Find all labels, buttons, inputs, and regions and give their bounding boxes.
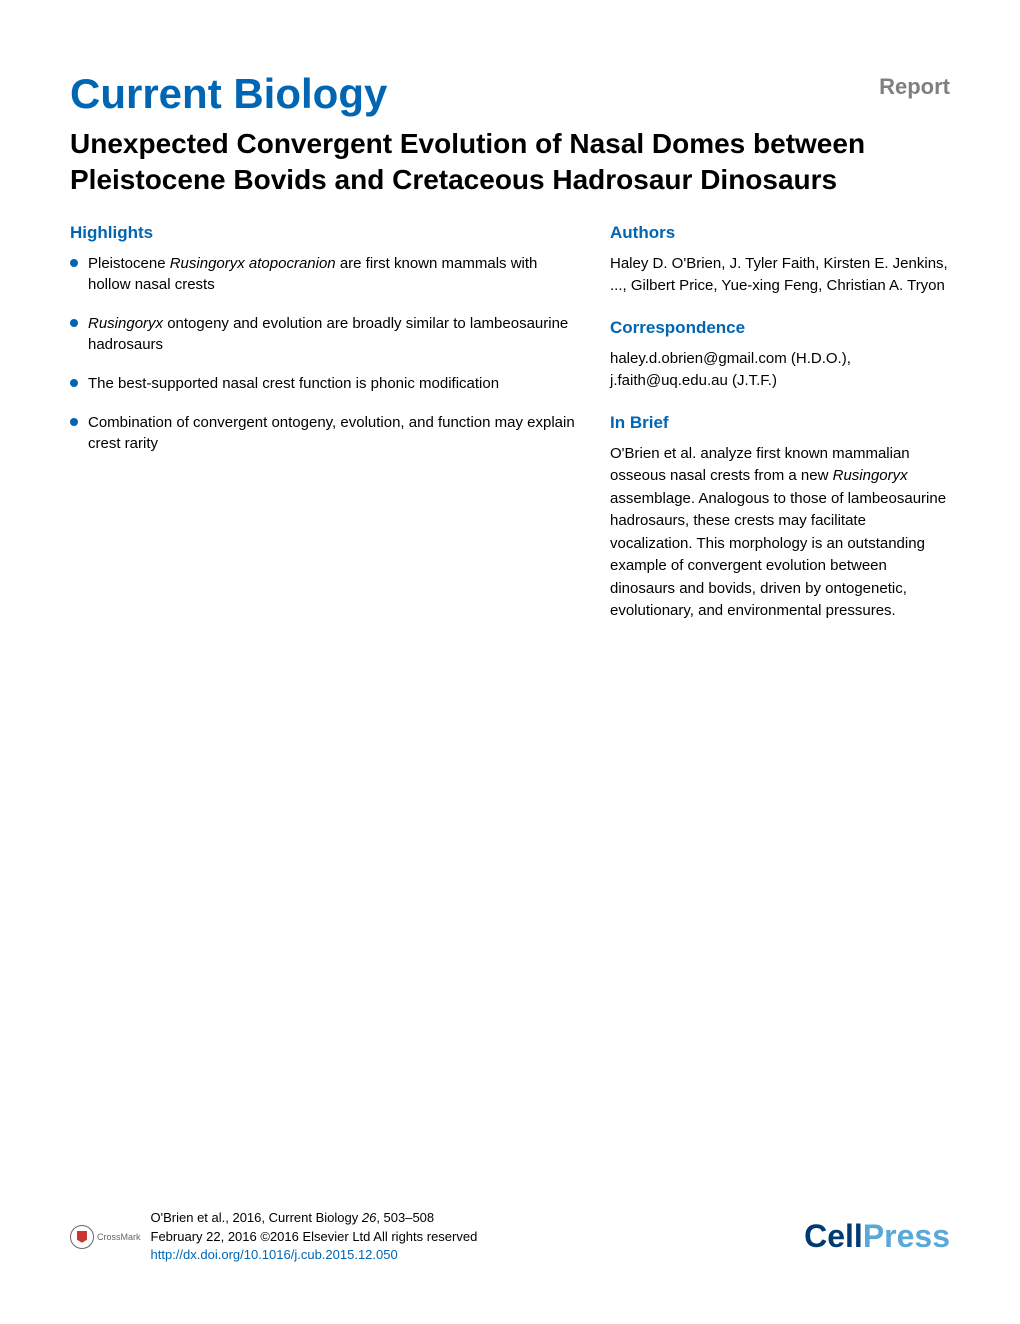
- crossmark-badge[interactable]: CrossMark: [70, 1225, 141, 1249]
- highlight-text-pre: Combination of convergent ontogeny, evol…: [88, 414, 575, 452]
- logo-cell: Cell: [804, 1218, 863, 1254]
- journal-name: Current Biology: [70, 70, 387, 118]
- authors-heading: Authors: [610, 223, 950, 243]
- header-row: Current Biology Report: [70, 70, 950, 118]
- citation-post: , 503–508: [376, 1210, 434, 1225]
- highlight-text-pre: Pleistocene: [88, 255, 170, 272]
- crossmark-label: CrossMark: [97, 1232, 141, 1242]
- citation-line-1: O'Brien et al., 2016, Current Biology 26…: [151, 1209, 478, 1227]
- highlights-heading: Highlights: [70, 223, 580, 243]
- highlight-text-italic: Rusingoryx atopocranion: [170, 255, 336, 272]
- authors-text: Haley D. O'Brien, J. Tyler Faith, Kirste…: [610, 253, 950, 298]
- inbrief-italic: Rusingoryx: [833, 467, 908, 484]
- footer-left: CrossMark O'Brien et al., 2016, Current …: [70, 1209, 477, 1264]
- article-title: Unexpected Convergent Evolution of Nasal…: [70, 126, 950, 199]
- inbrief-post: assemblage. Analogous to those of lambeo…: [610, 490, 946, 620]
- footer: CrossMark O'Brien et al., 2016, Current …: [70, 1209, 950, 1264]
- content-columns: Highlights Pleistocene Rusingoryx atopoc…: [70, 223, 950, 623]
- citation-pre: O'Brien et al., 2016, Current Biology: [151, 1210, 362, 1225]
- highlight-text-italic: Rusingoryx: [88, 315, 163, 332]
- cellpress-logo: CellPress: [804, 1218, 950, 1255]
- highlight-item: Rusingoryx ontogeny and evolution are br…: [70, 313, 580, 355]
- citation-line-2: February 22, 2016 ©2016 Elsevier Ltd All…: [151, 1228, 478, 1246]
- metadata-column: Authors Haley D. O'Brien, J. Tyler Faith…: [610, 223, 950, 623]
- crossmark-icon: [70, 1225, 94, 1249]
- doi-link[interactable]: http://dx.doi.org/10.1016/j.cub.2015.12.…: [151, 1246, 478, 1264]
- citation-info: O'Brien et al., 2016, Current Biology 26…: [151, 1209, 478, 1264]
- logo-press: Press: [863, 1218, 950, 1254]
- inbrief-text: O'Brien et al. analyze first known mamma…: [610, 443, 950, 623]
- citation-volume: 26: [362, 1210, 376, 1225]
- correspondence-heading: Correspondence: [610, 318, 950, 338]
- highlights-list: Pleistocene Rusingoryx atopocranion are …: [70, 253, 580, 454]
- highlights-column: Highlights Pleistocene Rusingoryx atopoc…: [70, 223, 580, 623]
- inbrief-heading: In Brief: [610, 413, 950, 433]
- report-label: Report: [879, 74, 950, 100]
- highlight-item: Combination of convergent ontogeny, evol…: [70, 412, 580, 454]
- highlight-text-pre: The best-supported nasal crest function …: [88, 375, 499, 392]
- highlight-item: The best-supported nasal crest function …: [70, 373, 580, 394]
- correspondence-text: haley.d.obrien@gmail.com (H.D.O.), j.fai…: [610, 348, 950, 393]
- highlight-item: Pleistocene Rusingoryx atopocranion are …: [70, 253, 580, 295]
